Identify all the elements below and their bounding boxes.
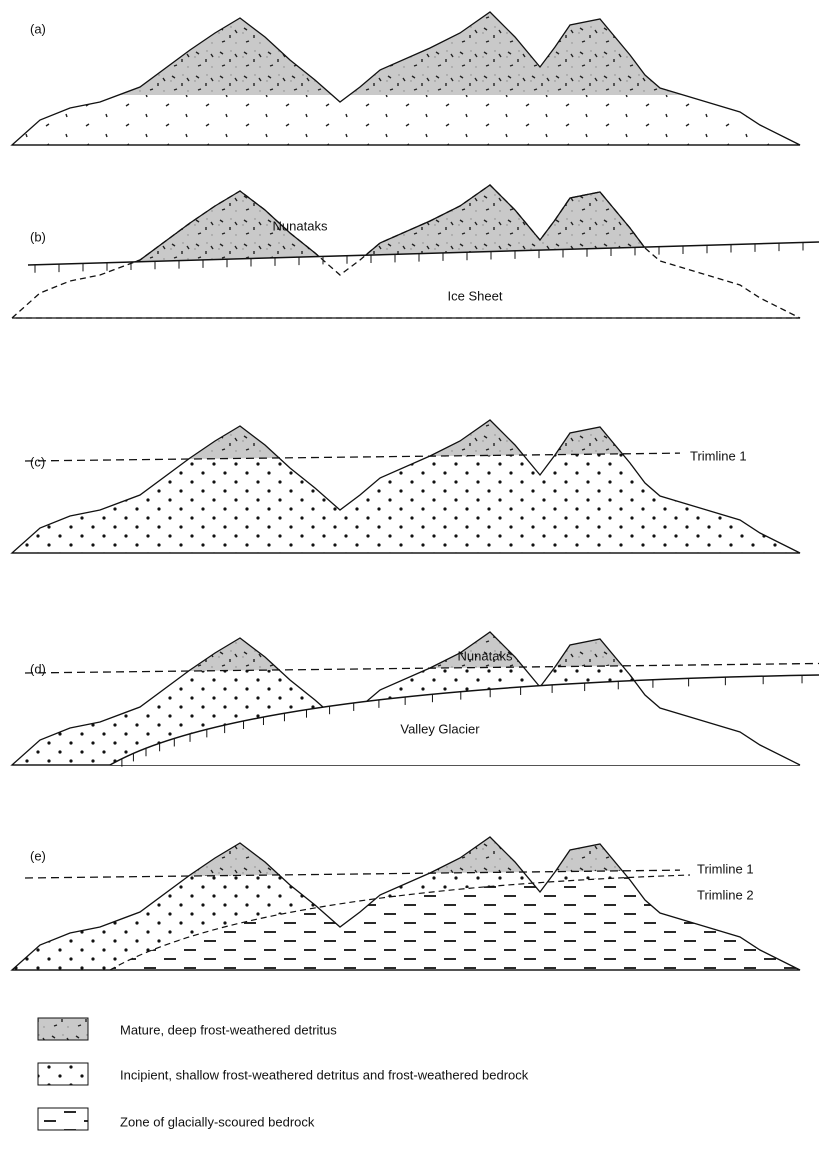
annotation: Nunataks: [273, 218, 328, 233]
diagram: (a) (b) Nunataks Ice Sheet (c) Trimline 1 (d) N…: [0, 0, 819, 1149]
panel: (c) Trimline 1: [0, 353, 819, 553]
page: (a) (b) Nunataks Ice Sheet (c) Trimline 1 (d) N…: [0, 0, 819, 1149]
legend-swatch: [38, 1063, 88, 1085]
annotation: Trimline 1: [697, 861, 754, 876]
mature-zone: [0, 565, 819, 673]
panel: (e) Trimline 1 Trimline 2: [0, 770, 819, 970]
panel-label: (b): [30, 229, 46, 244]
panel: (b) Nunataks Ice Sheet: [0, 118, 819, 318]
panel-label: (d): [30, 661, 46, 676]
mature-zone: [0, 353, 819, 461]
annotation: Valley Glacier: [400, 721, 480, 736]
legend-swatch: [38, 1108, 88, 1130]
panel: (a): [0, 0, 819, 145]
panel-label: (a): [30, 21, 46, 36]
dotted-zone: [12, 420, 800, 553]
mature-zone: [0, 0, 819, 95]
panel: (d) Nunataks Valley Glacier: [0, 565, 819, 767]
legend-label: Zone of glacially-scoured bedrock: [120, 1114, 315, 1129]
legend: Mature, deep frost-weathered detritus In…: [38, 1018, 529, 1130]
annotation: Trimline 2: [697, 887, 754, 902]
annotation: Trimline 1: [690, 448, 747, 463]
annotation: Nunataks: [458, 648, 513, 663]
legend-label: Mature, deep frost-weathered detritus: [120, 1022, 337, 1037]
zones: [0, 0, 819, 145]
panel-label: (e): [30, 848, 46, 863]
legend-label: Incipient, shallow frost-weathered detri…: [120, 1067, 529, 1082]
legend-swatch: [38, 1018, 88, 1040]
panel-label: (c): [30, 454, 45, 469]
annotation: Ice Sheet: [448, 288, 503, 303]
